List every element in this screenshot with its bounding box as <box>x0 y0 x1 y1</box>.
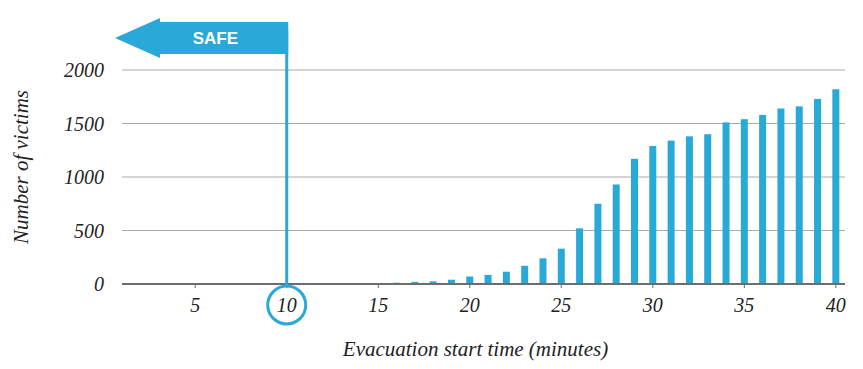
bar <box>594 204 601 284</box>
x-tick-label: 40 <box>826 294 846 316</box>
x-tick-label: 30 <box>642 294 663 316</box>
bar <box>631 159 638 284</box>
bar <box>466 277 473 284</box>
y-tick-label: 0 <box>94 273 104 295</box>
x-axis-line <box>122 283 845 285</box>
bar <box>686 136 693 284</box>
bar <box>558 249 565 284</box>
x-tick-label: 35 <box>733 294 754 316</box>
x-tick <box>378 284 379 288</box>
x-tick <box>652 284 653 288</box>
annotation-arrow <box>115 18 288 58</box>
bar <box>521 266 528 284</box>
highlight-circle <box>268 286 306 324</box>
x-tick-label: 5 <box>190 294 200 316</box>
x-tick-label: 25 <box>551 294 571 316</box>
grid-line <box>122 177 845 178</box>
x-tick <box>469 284 470 288</box>
bar <box>832 89 839 284</box>
x-tick <box>835 284 836 288</box>
annotation-text: SAFE <box>193 29 238 48</box>
x-tick-label: 15 <box>368 294 388 316</box>
grid-line <box>122 230 845 231</box>
y-tick-label: 500 <box>74 220 104 242</box>
y-tick-label: 1000 <box>64 166 104 188</box>
bar <box>723 122 730 284</box>
bar <box>613 184 620 284</box>
bar <box>814 99 821 284</box>
annotation-line <box>285 30 288 286</box>
x-tick <box>195 284 196 288</box>
bar <box>485 275 492 284</box>
bar <box>668 141 675 284</box>
bar <box>503 272 510 284</box>
grid-line <box>122 123 845 124</box>
x-tick-label: 20 <box>460 294 480 316</box>
bar <box>796 106 803 284</box>
grid-line <box>122 70 845 71</box>
bar <box>704 134 711 284</box>
bar <box>539 258 546 284</box>
y-axis-title: Number of victims <box>9 90 33 245</box>
bar <box>759 115 766 284</box>
chart-svg: 0 500 1000 1500 2000 5 10 15 20 25 30 35 40 SAFE Evacu… <box>0 0 863 369</box>
bar <box>777 109 784 284</box>
x-axis-title: Evacuation start time (minutes) <box>342 337 608 361</box>
bar <box>649 146 656 284</box>
chart-container: 0 500 1000 1500 2000 5 10 15 20 25 30 35 40 SAFE Evacu… <box>0 0 863 369</box>
y-tick-label: 1500 <box>64 113 104 135</box>
x-tick <box>744 284 745 288</box>
y-tick-label: 2000 <box>64 59 104 81</box>
x-tick-label: 10 <box>277 294 297 316</box>
bar <box>576 228 583 284</box>
x-tick <box>561 284 562 288</box>
bars <box>338 89 839 284</box>
bar <box>741 119 748 284</box>
